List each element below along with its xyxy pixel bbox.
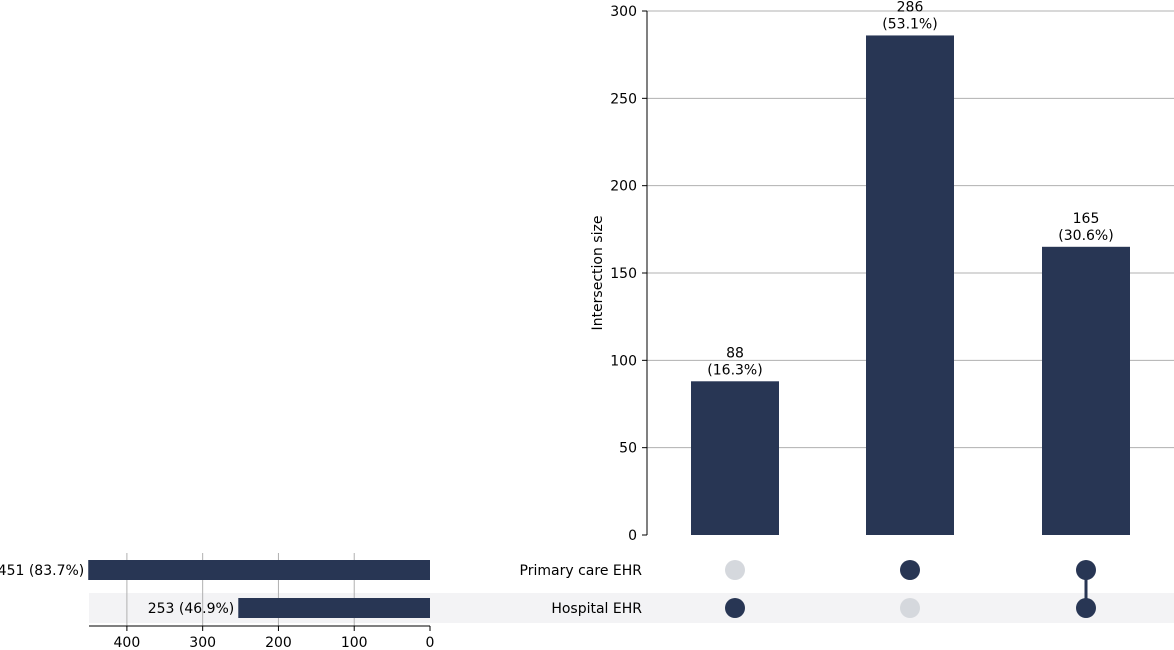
y-tick-label: 200 bbox=[610, 179, 637, 195]
y-tick-label: 150 bbox=[610, 266, 637, 282]
matrix-dot-active bbox=[1076, 560, 1096, 580]
matrix-dot-active bbox=[1076, 598, 1096, 618]
set-size-tick-label: 300 bbox=[189, 635, 216, 650]
bar-percent-label: (53.1%) bbox=[882, 16, 937, 32]
intersection-bar-labels: 88(16.3%) 286(53.1%) 165(30.6%) bbox=[707, 0, 1113, 378]
bar-count-label: 165 bbox=[1073, 211, 1100, 227]
set-size-tick-label: 200 bbox=[265, 635, 292, 650]
set-size-bar-hospital-ehr bbox=[238, 598, 430, 618]
intersection-matrix bbox=[725, 560, 1096, 618]
intersection-bars bbox=[691, 35, 1130, 536]
intersection-bar bbox=[866, 35, 954, 535]
y-tick-label: 250 bbox=[610, 91, 637, 107]
y-tick-label: 50 bbox=[619, 441, 637, 457]
y-tick-label: 0 bbox=[628, 528, 637, 544]
set-size-bars: 451 (83.7%) 253 (46.9%) bbox=[0, 560, 431, 618]
intersection-bar bbox=[691, 381, 779, 535]
bar-count-label: 286 bbox=[897, 0, 924, 15]
set-size-bar-primary-care-ehr bbox=[88, 560, 431, 580]
set-size-label: 253 (46.9%) bbox=[148, 601, 235, 617]
set-size-tick-label: 400 bbox=[114, 635, 141, 650]
set-size-axis: 400 300 200 100 0 bbox=[89, 625, 435, 650]
set-name-hospital-ehr: Hospital EHR bbox=[551, 601, 642, 617]
intersection-bar bbox=[1042, 246, 1130, 536]
y-axis-title: Intersection size bbox=[590, 216, 606, 331]
bar-percent-label: (16.3%) bbox=[707, 362, 762, 378]
bar-percent-label: (30.6%) bbox=[1058, 228, 1113, 244]
set-size-tick-label: 100 bbox=[341, 635, 368, 650]
matrix-dot-inactive bbox=[725, 560, 745, 580]
set-name-primary-care-ehr: Primary care EHR bbox=[520, 563, 643, 579]
set-size-tick-label: 0 bbox=[426, 635, 435, 650]
set-size-label: 451 (83.7%) bbox=[0, 563, 84, 579]
y-tick-label: 100 bbox=[610, 353, 637, 369]
matrix-dot-active bbox=[725, 598, 745, 618]
bar-count-label: 88 bbox=[726, 345, 744, 361]
y-tick-label: 300 bbox=[610, 4, 637, 20]
matrix-dot-inactive bbox=[900, 598, 920, 618]
set-name-labels: Primary care EHR Hospital EHR bbox=[520, 563, 643, 617]
y-axis: 0 50 100 150 200 250 300 bbox=[610, 4, 648, 544]
matrix-dot-active bbox=[900, 560, 920, 580]
